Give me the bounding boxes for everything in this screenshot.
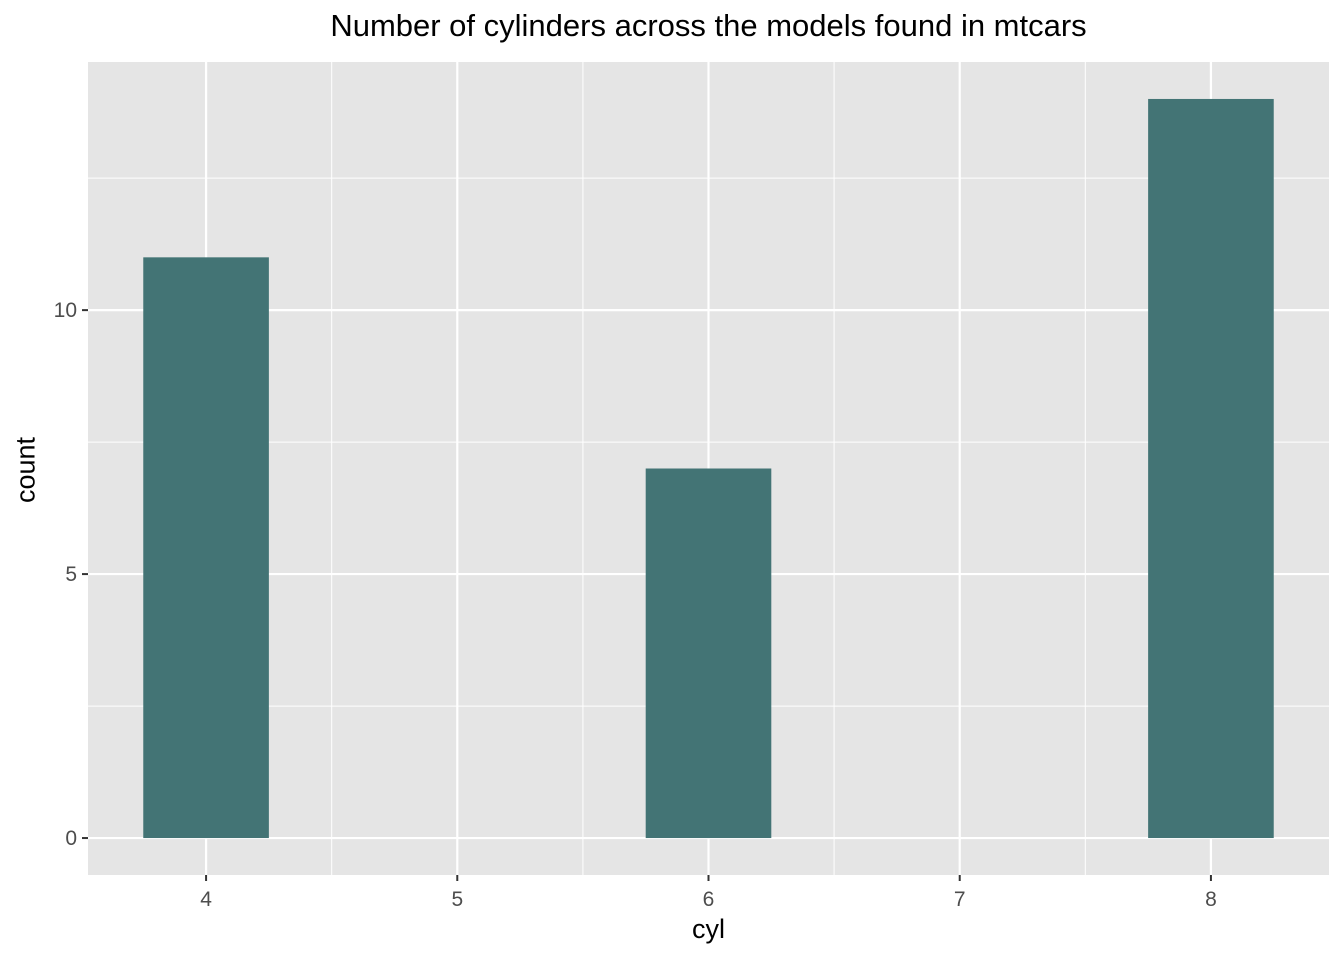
x-axis-title: cyl: [692, 914, 725, 944]
bars: [143, 98, 1274, 839]
y-tick-label: 10: [54, 299, 77, 322]
x-tick-label: 6: [703, 888, 715, 911]
bar-cyl-8: [1148, 98, 1274, 839]
y-axis: 0 5 10: [54, 299, 88, 850]
x-axis: 4 5 6 7 8: [200, 875, 1217, 911]
bar-cyl-6: [645, 468, 772, 839]
x-tick-label: 5: [451, 888, 463, 911]
x-tick-label: 4: [200, 888, 212, 911]
chart-title: Number of cylinders across the models fo…: [330, 8, 1087, 43]
bar-cyl-4: [143, 257, 269, 839]
x-tick-label: 7: [954, 888, 966, 911]
x-tick-label: 8: [1205, 888, 1217, 911]
y-axis-title: count: [10, 436, 41, 504]
y-tick-label: 5: [65, 563, 77, 586]
y-tick-label: 0: [65, 827, 77, 850]
